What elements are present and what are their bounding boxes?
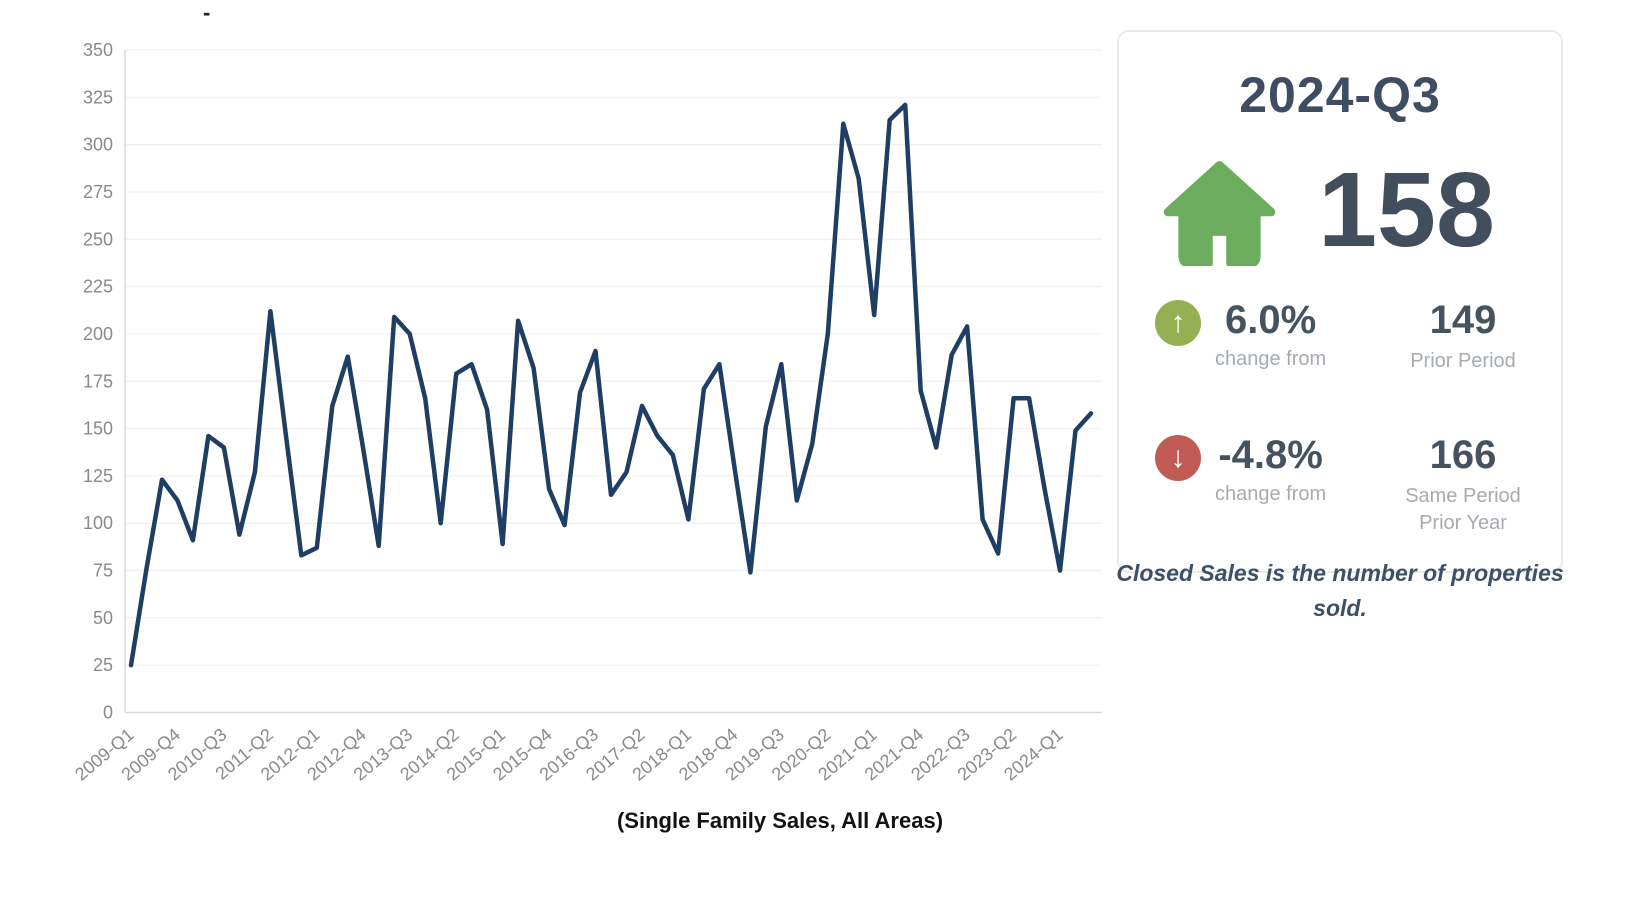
prior-period-change-label: change from xyxy=(1215,348,1327,370)
hero-row: 158 xyxy=(1157,151,1531,269)
svg-text:75: 75 xyxy=(93,561,113,581)
svg-text:0: 0 xyxy=(103,703,113,723)
svg-text:350: 350 xyxy=(83,40,113,60)
prior-year-value: 166 xyxy=(1429,433,1497,477)
svg-text:150: 150 xyxy=(83,419,113,439)
prior-year-change-label: change from xyxy=(1215,483,1327,505)
prior-period-label: Prior Period xyxy=(1410,350,1516,372)
current-quarter-stat-card: 2024-Q3 158 ↑ 6.0% change from 149 Prior… xyxy=(1117,30,1563,573)
stat-card-quarter-title: 2024-Q3 xyxy=(1239,67,1441,123)
svg-text:200: 200 xyxy=(83,324,113,344)
prior-year-change: ↓ -4.8% change from xyxy=(1155,433,1383,506)
down-arrow-icon: ↓ xyxy=(1155,435,1201,481)
closed-sales-value: 158 xyxy=(1318,151,1495,269)
cropped-title-dash: - xyxy=(203,0,211,25)
prior-year-row: ↓ -4.8% change from 166 Same Period Prio… xyxy=(1155,433,1543,537)
svg-text:325: 325 xyxy=(83,87,113,107)
svg-text:50: 50 xyxy=(93,608,113,628)
closed-sales-line-chart[interactable]: 0 25 50 75 100 125 150 175 200 225 250 275 300 325 350… xyxy=(0,0,1110,800)
svg-text:275: 275 xyxy=(83,182,113,202)
svg-text:250: 250 xyxy=(83,229,113,249)
svg-text:175: 175 xyxy=(83,371,113,391)
prior-period-value: 149 xyxy=(1429,298,1497,342)
svg-text:25: 25 xyxy=(93,655,113,675)
svg-text:100: 100 xyxy=(83,513,113,533)
metric-definition-note: Closed Sales is the number of properties… xyxy=(1116,560,1564,621)
up-arrow-icon: ↑ xyxy=(1155,300,1201,346)
svg-text:225: 225 xyxy=(83,277,113,297)
chart-caption: (Single Family Sales, All Areas) xyxy=(616,808,944,833)
prior-period-row: ↑ 6.0% change from 149 Prior Period xyxy=(1155,298,1543,375)
prior-year-label: Same Period Prior Year xyxy=(1405,485,1521,534)
prior-period-change: ↑ 6.0% change from xyxy=(1155,298,1383,371)
house-icon xyxy=(1157,158,1282,268)
prior-period-pct: 6.0% xyxy=(1225,298,1317,342)
prior-year-pct: -4.8% xyxy=(1218,433,1323,477)
svg-text:300: 300 xyxy=(83,135,113,155)
svg-text:125: 125 xyxy=(83,466,113,486)
